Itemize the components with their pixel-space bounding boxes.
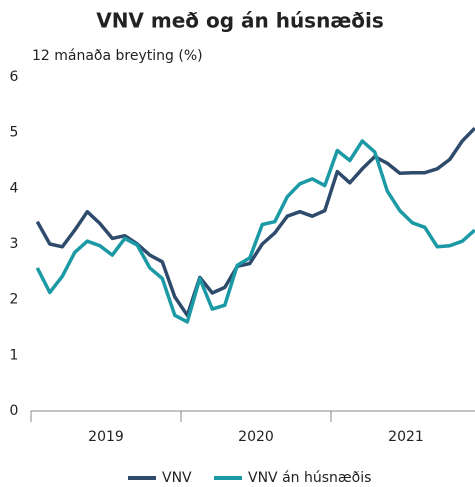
chart-title: VNV með og án húsnæðis [96,9,384,33]
y-tick-label: 0 [10,403,19,419]
y-tick-label: 2 [10,292,19,308]
y-tick-label: 4 [10,180,19,196]
series-line [35,139,475,324]
y-tick-label: 1 [10,347,19,363]
x-group-label: 2020 [238,429,274,445]
legend-label: VNV [162,470,192,486]
y-tick-label: 3 [10,236,19,252]
chart-subtitle: 12 mánaða breyting (%) [32,48,203,64]
legend-label: VNV án húsnæðis [248,470,371,486]
x-group-label: 2019 [88,429,124,445]
x-group-label: 2021 [388,429,424,445]
y-tick-label: 6 [10,69,19,85]
series-line [35,126,475,318]
y-tick-label: 5 [10,125,19,141]
